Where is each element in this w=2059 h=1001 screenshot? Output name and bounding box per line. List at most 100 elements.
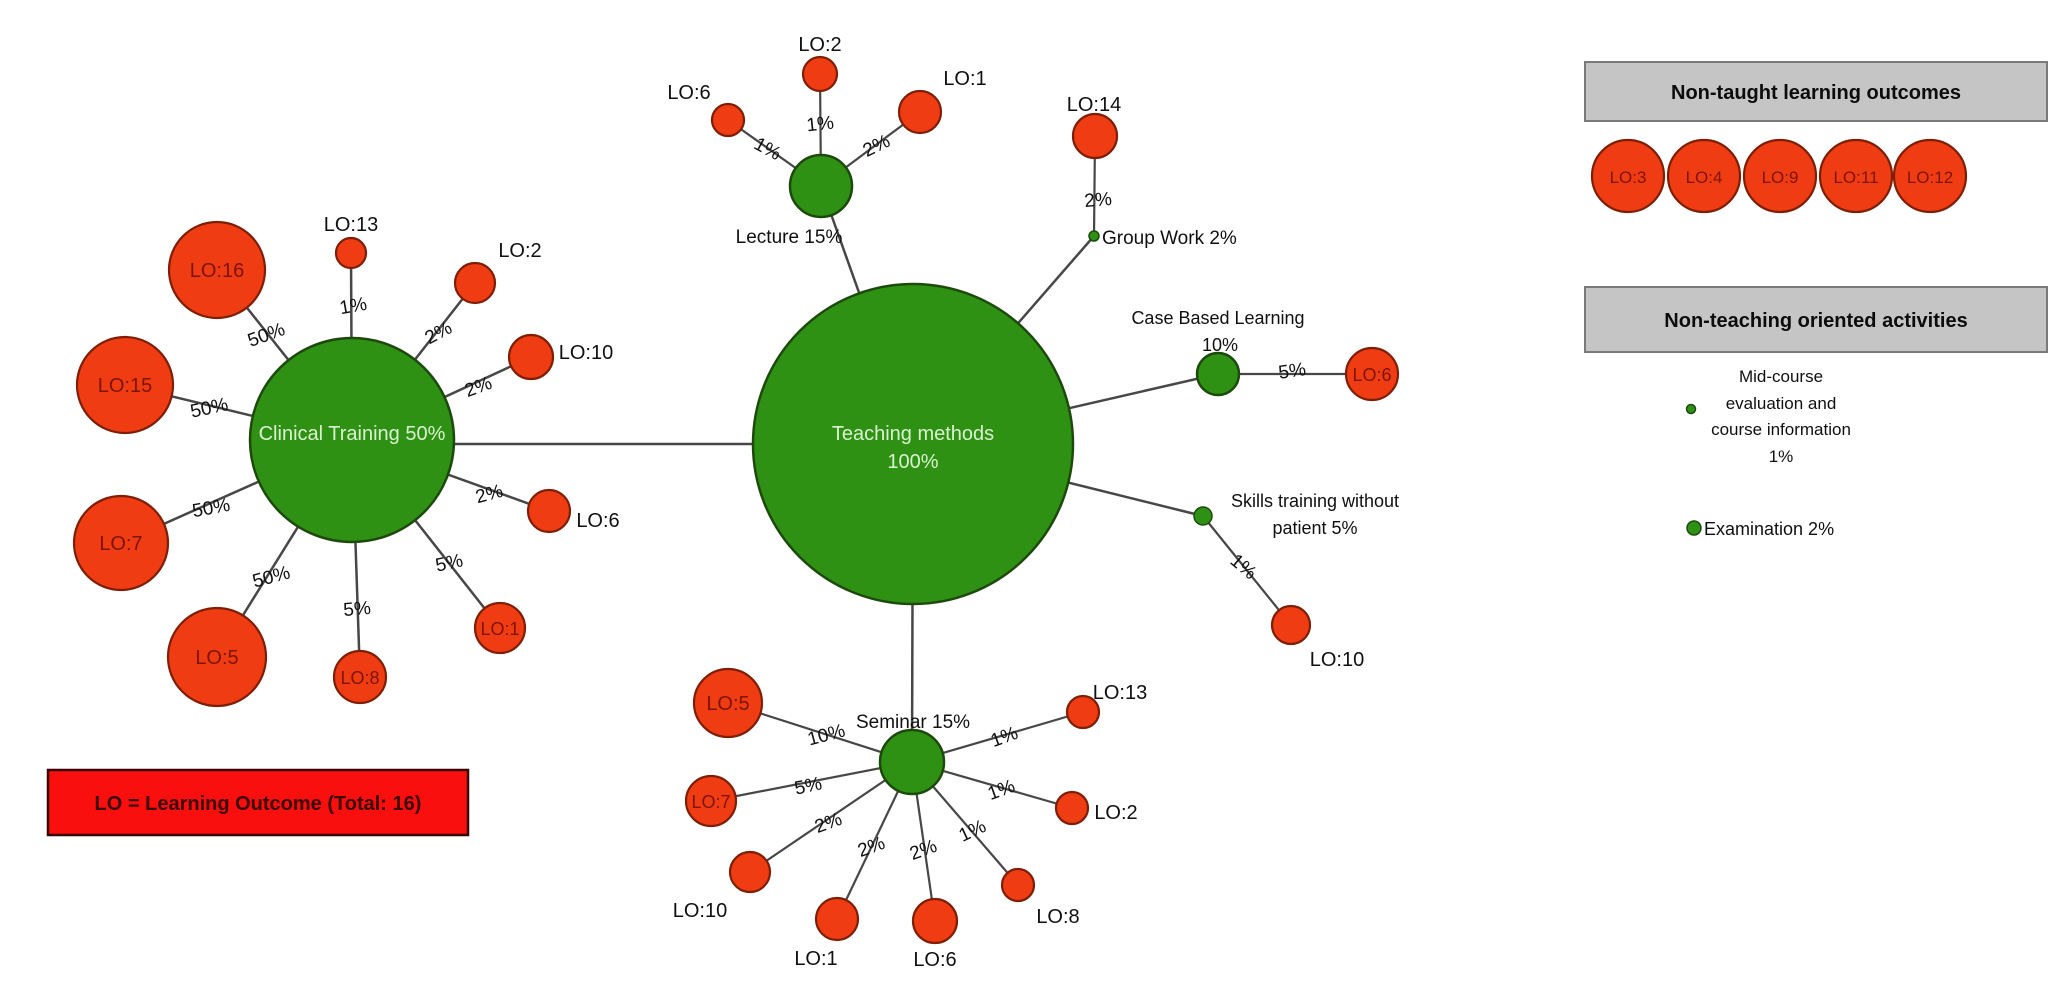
seminar-lo6-label: LO:6 — [913, 949, 956, 971]
case-based-title: Case Based Learning — [1131, 308, 1304, 328]
non-taught-header-box — [1584, 61, 2048, 122]
seminar-node — [878, 728, 946, 796]
casebased-lo6-pct: 5% — [1277, 359, 1307, 384]
casebased-lo6-label: LO:6 — [1352, 365, 1391, 385]
clinical-lo8-label: LO:8 — [340, 668, 379, 688]
clinical-lo6-label: LO:6 — [576, 510, 619, 532]
non-taught-header-text: Non-taught learning outcomes — [1671, 82, 1961, 104]
seminar-lo13-node — [1065, 694, 1101, 730]
teaching-methods-node — [751, 282, 1075, 606]
skills-title-line1: Skills training without — [1231, 491, 1399, 511]
clinical-lo7-label: LO:7 — [99, 533, 142, 555]
legend: LO = Learning Outcome (Total: 16) — [46, 768, 470, 837]
clinical-lo13-pct: 1% — [338, 294, 369, 319]
case-based-subtitle: 10% — [1202, 335, 1238, 355]
seminar-lo7-pct: 5% — [793, 773, 824, 799]
mid-course-line3: course information — [1711, 420, 1851, 439]
seminar-lo1-node — [814, 896, 860, 942]
seminar-lo5-label: LO:5 — [706, 693, 749, 715]
group-work-node — [1088, 230, 1100, 242]
lecture-lo6-node — [710, 102, 746, 138]
mid-course-line2: evaluation and — [1726, 394, 1837, 413]
skills-lo10-label: LO:10 — [1310, 649, 1364, 671]
seminar-lo2-node — [1054, 790, 1090, 826]
clinical-lo1-pct: 5% — [434, 550, 465, 576]
teaching-methods-label-line2: 100% — [887, 451, 938, 473]
clinical-lo1-node — [473, 601, 527, 655]
clinical-lo2-node — [453, 261, 497, 305]
seminar-lo10-label: LO:10 — [673, 900, 727, 922]
seminar-lo2-pct: 1% — [985, 776, 1018, 805]
seminar-lo13-pct: 1% — [988, 723, 1021, 752]
clinical-lo15-label: LO:15 — [98, 375, 152, 397]
lecture-lo1-node — [897, 89, 943, 135]
non-taught-lo4-node — [1666, 138, 1742, 214]
lecture-label: Lecture 15% — [736, 227, 843, 248]
non-taught-lo9-label: LO:9 — [1762, 168, 1799, 187]
skills-training-node — [1193, 506, 1213, 526]
legend-text: LO = Learning Outcome (Total: 16) — [95, 793, 422, 815]
non-taught-lo9-node — [1742, 138, 1818, 214]
clinical-lo8-node — [332, 649, 388, 705]
seminar-lo8-pct: 1% — [956, 816, 990, 847]
groupwork-lo14-label: LO:14 — [1067, 94, 1121, 116]
clinical-lo7-pct: 50% — [191, 495, 232, 522]
seminar-label: Seminar 15% — [856, 712, 970, 733]
seminar-lo7-node — [684, 774, 738, 828]
mid-course-dot — [1685, 403, 1697, 415]
non-teaching-header-box — [1584, 286, 2048, 353]
clinical-lo13-node — [334, 236, 368, 270]
seminar-lo5-node — [692, 667, 764, 739]
mid-course-line1: Mid-course — [1739, 367, 1823, 386]
legend-box — [46, 768, 470, 837]
clinical-lo13-label: LO:13 — [324, 214, 378, 236]
skills-lo10-node — [1270, 604, 1312, 646]
non-taught-lo11-label: LO:11 — [1833, 168, 1878, 187]
node-labels: Teaching methods 100% Clinical Training … — [98, 34, 1399, 971]
clinical-lo16-node — [167, 220, 267, 320]
clinical-lo15-node — [75, 335, 175, 435]
non-taught-lo12-label: LO:12 — [1907, 168, 1953, 187]
clinical-lo5-pct: 50% — [250, 562, 292, 592]
non-taught-lo3-label: LO:3 — [1610, 168, 1647, 187]
seminar-lo6-pct: 2% — [907, 836, 940, 865]
clinical-lo10-label: LO:10 — [559, 342, 613, 364]
edge-skills-lo10 — [1202, 515, 1292, 626]
lecture-lo2-node — [801, 55, 839, 93]
lecture-lo6-label: LO:6 — [667, 82, 710, 104]
clinical-lo5-node — [166, 606, 268, 708]
clinical-lo16-label: LO:16 — [190, 260, 244, 282]
nodes — [72, 55, 1400, 945]
clinical-lo8-pct: 5% — [343, 598, 372, 621]
skills-title-line2: patient 5% — [1272, 518, 1357, 538]
non-taught-lo11-node — [1818, 138, 1894, 214]
non-taught-lo4-label: LO:4 — [1686, 168, 1723, 187]
clinical-lo2-label: LO:2 — [498, 240, 541, 262]
clinical-lo10-node — [507, 333, 555, 381]
non-taught-lo12-node — [1892, 138, 1968, 214]
case-based-learning-node — [1195, 351, 1241, 397]
lecture-node — [788, 153, 854, 219]
clinical-lo7-node — [72, 494, 170, 592]
examination-dot — [1686, 520, 1702, 536]
clinical-lo5-label: LO:5 — [195, 647, 238, 669]
non-teaching-header-text: Non-teaching oriented activities — [1664, 310, 1967, 332]
clinical-lo6-node — [526, 488, 572, 534]
seminar-lo8-node — [1000, 867, 1036, 903]
seminar-lo1-pct: 2% — [855, 833, 888, 862]
lecture-lo1-label: LO:1 — [943, 68, 986, 90]
seminar-lo7-label: LO:7 — [691, 792, 730, 812]
casebased-lo6-node — [1344, 346, 1400, 402]
groupwork-lo14-pct: 2% — [1084, 189, 1113, 212]
lecture-lo2-pct: 1% — [805, 113, 835, 137]
examination-label: Examination 2% — [1704, 519, 1834, 539]
edge-seminar-lo7 — [710, 760, 913, 803]
seminar-lo2-label: LO:2 — [1094, 802, 1137, 824]
seminar-lo1-label: LO:1 — [794, 948, 837, 970]
groupwork-lo14-node — [1071, 112, 1119, 160]
seminar-lo10-pct: 2% — [812, 809, 845, 838]
non-taught-lo3-node — [1590, 138, 1666, 214]
non-taught-panel: Non-taught learning outcomes LO:3 LO:4 L… — [1584, 61, 2048, 214]
